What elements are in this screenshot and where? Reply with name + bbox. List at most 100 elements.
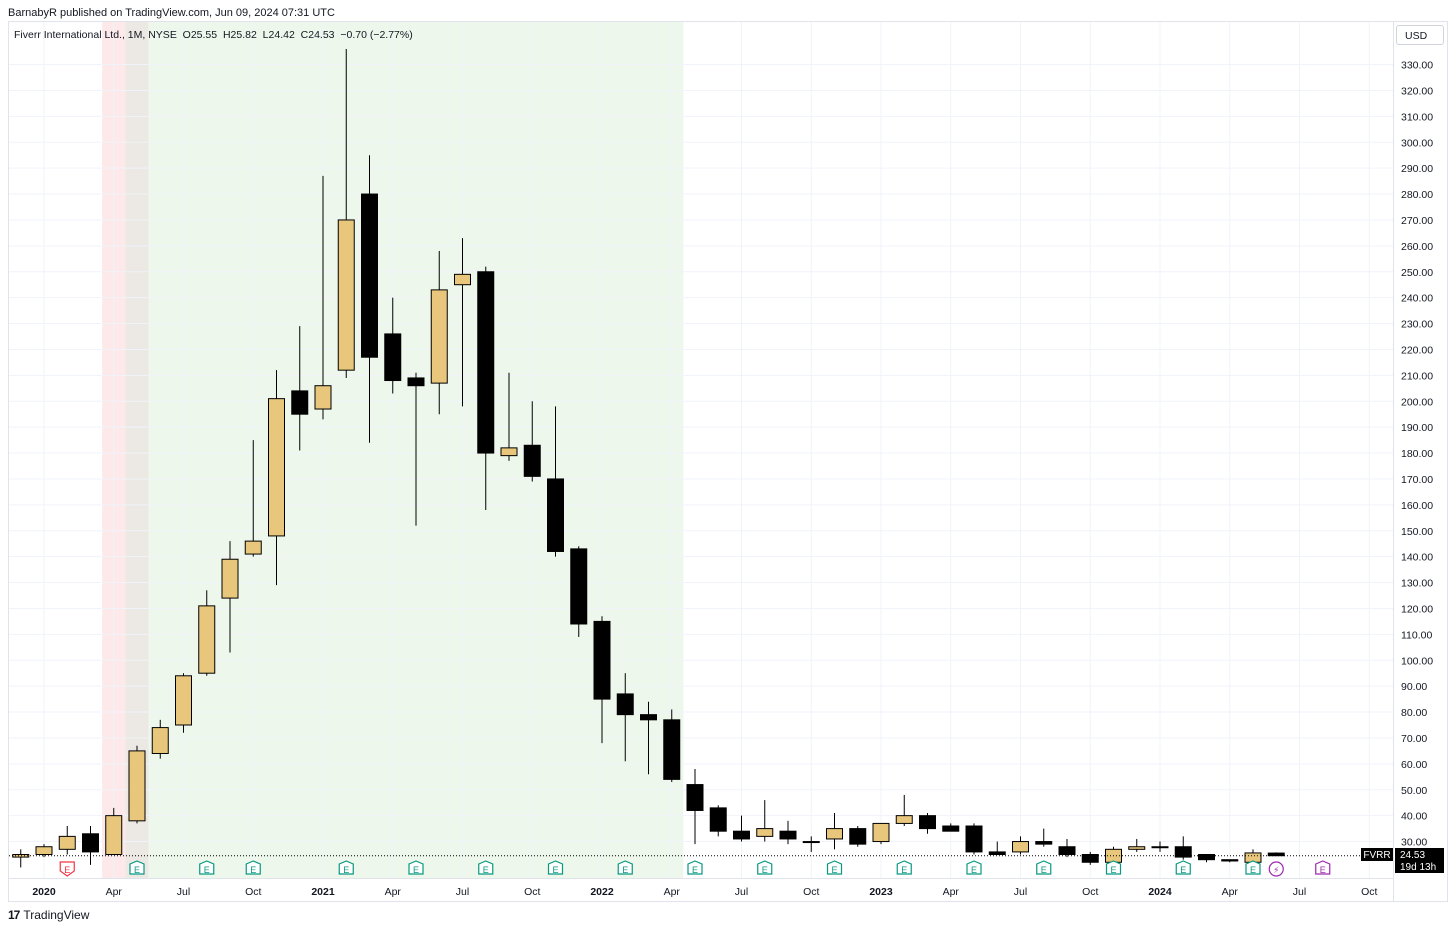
y-tick-label: 100.00 xyxy=(1401,655,1433,667)
candle[interactable] xyxy=(547,406,564,557)
candle[interactable] xyxy=(1035,828,1053,847)
candle[interactable] xyxy=(988,841,1006,855)
earnings-marker[interactable]: E xyxy=(757,860,773,875)
candle[interactable] xyxy=(1012,836,1029,855)
candle[interactable] xyxy=(942,823,960,832)
candle[interactable] xyxy=(314,175,332,420)
candle[interactable] xyxy=(244,440,262,557)
earnings-marker[interactable]: E xyxy=(687,860,703,875)
candle[interactable] xyxy=(756,800,774,842)
candle[interactable] xyxy=(337,49,355,378)
earnings-marker[interactable]: E xyxy=(199,860,215,875)
candle[interactable] xyxy=(709,805,727,837)
earnings-marker[interactable]: E xyxy=(1315,860,1331,875)
candle[interactable] xyxy=(175,673,192,733)
candle[interactable] xyxy=(384,297,402,394)
candle[interactable] xyxy=(407,372,425,526)
x-tick-label: 2021 xyxy=(311,886,335,898)
earnings-marker[interactable]: E xyxy=(547,860,564,875)
candle[interactable] xyxy=(593,616,611,744)
earnings-marker-label: E xyxy=(343,865,349,875)
legend-high: H25.82 xyxy=(222,29,257,41)
candle[interactable] xyxy=(872,822,890,845)
earnings-marker[interactable]: ⚡ xyxy=(1268,861,1284,877)
candle[interactable] xyxy=(570,546,588,637)
candle[interactable] xyxy=(1267,852,1285,857)
candle[interactable] xyxy=(1174,836,1192,860)
earnings-marker[interactable]: E xyxy=(478,860,494,875)
candle[interactable] xyxy=(895,794,913,827)
candle[interactable] xyxy=(779,820,797,845)
candle[interactable] xyxy=(826,813,843,850)
earnings-marker[interactable]: E xyxy=(826,860,843,875)
earnings-marker[interactable]: E xyxy=(245,860,261,875)
candle[interactable] xyxy=(849,826,867,847)
x-tick-label: Jul xyxy=(735,886,748,898)
price-axis: 30.00 40.00 50.00 60.00 70.00 80.00 90.00 100.0… xyxy=(1393,22,1433,901)
candle-body xyxy=(1058,846,1076,855)
earnings-marker[interactable]: E xyxy=(59,861,75,877)
earnings-marker[interactable]: E xyxy=(1105,860,1122,875)
earnings-marker[interactable]: E xyxy=(1036,860,1052,875)
currency-button[interactable]: USD xyxy=(1396,25,1444,45)
candle[interactable] xyxy=(1221,859,1239,863)
candle[interactable] xyxy=(640,701,657,775)
candle[interactable] xyxy=(291,326,309,451)
candle[interactable] xyxy=(128,745,146,824)
candle[interactable] xyxy=(268,370,285,586)
tradingview-brand[interactable]: 17 TradingView xyxy=(8,908,89,922)
earnings-marker[interactable]: E xyxy=(408,860,424,875)
earnings-marker-label: E xyxy=(901,865,907,875)
earnings-marker-label: E xyxy=(250,865,256,875)
candle[interactable] xyxy=(477,266,495,511)
candle[interactable] xyxy=(1081,851,1099,865)
y-tick-label: 230.00 xyxy=(1401,319,1433,331)
candle[interactable] xyxy=(221,541,239,653)
y-tick-label: 170.00 xyxy=(1401,474,1433,486)
candle[interactable] xyxy=(1058,838,1076,858)
candle[interactable] xyxy=(198,590,216,676)
candle[interactable] xyxy=(686,769,704,845)
candle[interactable] xyxy=(105,807,123,856)
earnings-marker[interactable]: E xyxy=(896,860,912,875)
candle[interactable] xyxy=(965,823,983,855)
candle[interactable] xyxy=(454,238,471,407)
candle[interactable] xyxy=(733,815,750,842)
earnings-marker-label: E xyxy=(971,865,977,875)
candle[interactable] xyxy=(1128,838,1146,852)
candle-body xyxy=(221,558,239,599)
candle-body xyxy=(454,273,471,286)
candle[interactable] xyxy=(361,155,378,443)
earnings-marker[interactable]: E xyxy=(966,860,982,875)
candle[interactable] xyxy=(151,719,169,759)
candle[interactable] xyxy=(663,709,681,782)
candle[interactable] xyxy=(616,673,634,762)
earnings-marker[interactable]: E xyxy=(1245,860,1261,875)
candle[interactable] xyxy=(500,372,518,461)
candle-body xyxy=(407,377,425,387)
candle[interactable] xyxy=(82,826,99,865)
earnings-marker[interactable]: E xyxy=(617,860,633,875)
candle[interactable] xyxy=(35,844,53,858)
candle[interactable] xyxy=(919,813,936,834)
candle[interactable] xyxy=(1151,841,1169,852)
earnings-marker-label: E xyxy=(1110,865,1116,875)
earnings-marker[interactable]: E xyxy=(338,860,354,875)
candle[interactable] xyxy=(12,849,30,868)
candle[interactable] xyxy=(58,826,76,855)
candle-body xyxy=(1221,859,1239,862)
candle[interactable] xyxy=(523,401,541,482)
earnings-marker[interactable]: E xyxy=(129,860,145,875)
candle[interactable] xyxy=(430,251,448,415)
ticker-tag-bg xyxy=(1361,848,1393,861)
candle-body xyxy=(523,444,541,477)
candle[interactable] xyxy=(802,836,820,852)
earnings-marker[interactable]: E xyxy=(1175,860,1191,875)
earnings-badge-icon xyxy=(1245,860,1261,875)
earnings-badge-icon xyxy=(478,860,494,875)
y-tick-label: 270.00 xyxy=(1401,215,1433,227)
x-tick-label: Apr xyxy=(385,886,402,898)
price-tag-bg xyxy=(1395,848,1444,873)
y-tick-label: 40.00 xyxy=(1401,811,1427,823)
